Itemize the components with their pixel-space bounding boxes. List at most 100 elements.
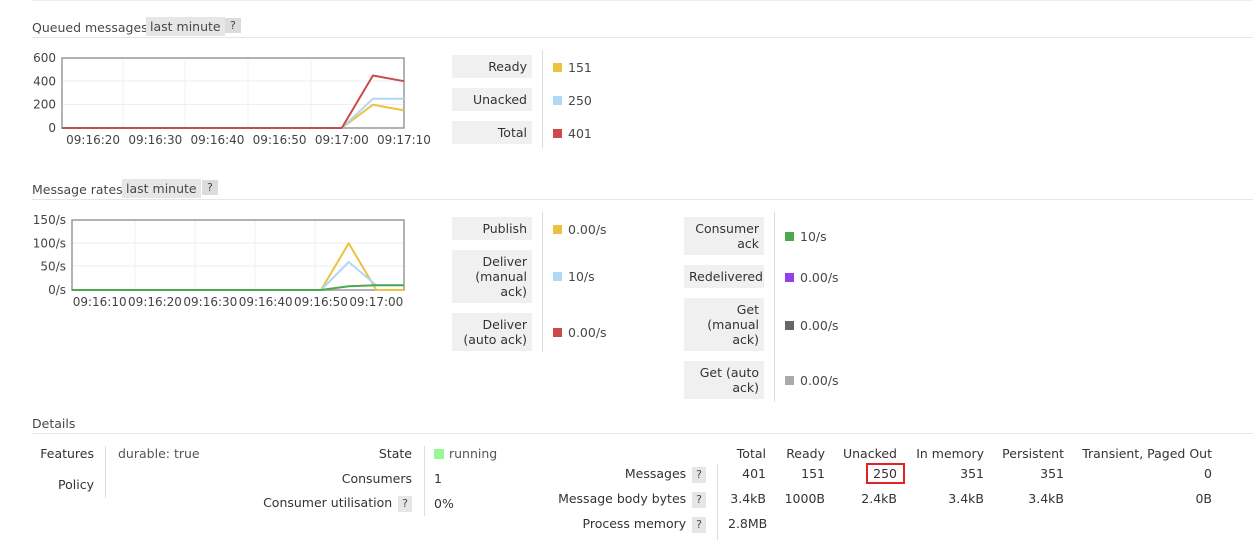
row-process-memory-label: Process memory? bbox=[520, 516, 706, 533]
legend-redelivered-label: Redelivered bbox=[684, 265, 764, 288]
publish-swatch bbox=[553, 225, 562, 234]
bytes-in-memory: 3.4kB bbox=[948, 491, 984, 506]
rates-ytick: 0/s bbox=[48, 283, 66, 297]
state-value: running bbox=[434, 446, 497, 461]
messages-ready: 151 bbox=[801, 466, 825, 481]
consumer-utilisation-value: 0% bbox=[434, 496, 454, 511]
row-body-bytes-label: Message body bytes? bbox=[520, 491, 706, 508]
features-value: durable: true bbox=[118, 446, 200, 461]
consumers-value: 1 bbox=[434, 471, 442, 486]
legend-unacked-value: 250 bbox=[553, 93, 592, 108]
rates-plot-frame bbox=[71, 219, 405, 291]
queued-series-total bbox=[62, 74, 405, 129]
messages-persistent: 351 bbox=[1040, 466, 1064, 481]
rates-xtick: 09:17:00 bbox=[349, 295, 403, 309]
legend-unacked-label: Unacked bbox=[452, 88, 532, 111]
legend-deliver-auto-label: Deliver (auto ack) bbox=[452, 313, 532, 351]
consumer-ack-swatch bbox=[785, 232, 794, 241]
legend-ready-label: Ready bbox=[452, 55, 532, 78]
rates-legend-divider-left bbox=[542, 212, 543, 352]
messages-total: 401 bbox=[742, 466, 766, 481]
bytes-unacked: 2.4kB bbox=[861, 491, 897, 506]
ready-swatch bbox=[553, 63, 562, 72]
state-divider bbox=[424, 446, 425, 516]
details-section-title: Details bbox=[32, 416, 76, 431]
rates-series-consumer-ack bbox=[72, 284, 404, 291]
bytes-persistent: 3.4kB bbox=[1028, 491, 1064, 506]
deliver-manual-swatch bbox=[553, 272, 562, 281]
queued-chart: 600 400 200 0 09:16:20 09:16:30 09:16:40 09:16… bbox=[33, 51, 431, 147]
col-persistent: Persistent bbox=[1002, 446, 1064, 461]
col-transient-paged-out: Transient, Paged Out bbox=[1082, 446, 1212, 461]
rates-range-selector[interactable]: last minute bbox=[122, 179, 201, 198]
bytes-total: 3.4kB bbox=[730, 491, 766, 506]
queued-xtick: 09:17:00 bbox=[315, 133, 369, 147]
legend-publish-label: Publish bbox=[452, 217, 532, 240]
queued-section-title: Queued messages bbox=[32, 20, 148, 35]
state-label: State bbox=[378, 446, 412, 461]
legend-ready-value: 151 bbox=[553, 60, 592, 75]
queued-legend-divider bbox=[542, 50, 543, 148]
legend-deliver-manual-value: 10/s bbox=[553, 269, 595, 284]
col-unacked: Unacked bbox=[842, 446, 897, 461]
legend-total-label: Total bbox=[452, 121, 532, 144]
legend-total-value: 401 bbox=[553, 126, 592, 141]
legend-redelivered-value: 0.00/s bbox=[785, 270, 839, 285]
top-divider bbox=[32, 0, 1253, 1]
legend-deliver-auto-value: 0.00/s bbox=[553, 325, 607, 340]
bytes-ready: 1000B bbox=[784, 491, 825, 506]
queued-divider bbox=[32, 37, 1253, 38]
utilisation-help-button[interactable]: ? bbox=[398, 496, 412, 512]
rates-help-button[interactable]: ? bbox=[202, 180, 218, 195]
queued-xtick: 09:16:30 bbox=[128, 133, 182, 147]
legend-publish-value: 0.00/s bbox=[553, 222, 607, 237]
table-divider bbox=[717, 464, 718, 540]
queued-ytick: 0 bbox=[48, 121, 56, 135]
unacked-swatch bbox=[553, 96, 562, 105]
legend-get-manual-value: 0.00/s bbox=[785, 318, 839, 333]
details-divider bbox=[32, 433, 1253, 434]
get-auto-swatch bbox=[785, 376, 794, 385]
bytes-transient: 0B bbox=[1195, 491, 1212, 506]
legend-get-manual-label: Get (manual ack) bbox=[684, 298, 764, 351]
col-in-memory: In memory bbox=[916, 446, 984, 461]
queued-grid bbox=[62, 58, 403, 128]
queued-xtick: 09:17:10 bbox=[377, 133, 431, 147]
rates-grid bbox=[72, 220, 403, 290]
process-memory-help-button[interactable]: ? bbox=[692, 517, 706, 533]
queued-series-unacked bbox=[62, 97, 404, 129]
col-total: Total bbox=[736, 446, 766, 461]
rates-xtick: 09:16:40 bbox=[239, 295, 293, 309]
rates-xtick: 09:16:10 bbox=[73, 295, 127, 309]
messages-in-memory: 351 bbox=[960, 466, 984, 481]
rates-divider bbox=[32, 199, 1253, 200]
get-manual-swatch bbox=[785, 321, 794, 330]
queued-xtick: 09:16:50 bbox=[253, 133, 307, 147]
rates-ytick: 150/s bbox=[33, 213, 66, 227]
rates-ytick: 50/s bbox=[40, 260, 66, 274]
legend-consumer-ack-value: 10/s bbox=[785, 229, 827, 244]
queued-xtick: 09:16:20 bbox=[66, 133, 120, 147]
redelivered-swatch bbox=[785, 273, 794, 282]
queued-ytick: 200 bbox=[33, 98, 56, 112]
row-messages-label: Messages? bbox=[520, 466, 706, 483]
deliver-auto-swatch bbox=[553, 328, 562, 337]
process-memory-value: 2.8MB bbox=[728, 516, 768, 531]
queued-range-selector[interactable]: last minute bbox=[146, 17, 225, 36]
consumers-label: Consumers bbox=[341, 471, 412, 486]
messages-help-button[interactable]: ? bbox=[692, 467, 706, 483]
consumer-utilisation-label: Consumer utilisation? bbox=[230, 495, 412, 512]
rates-legend-divider-right bbox=[774, 212, 775, 402]
queued-help-button[interactable]: ? bbox=[225, 18, 241, 33]
rates-xtick: 09:16:50 bbox=[294, 295, 348, 309]
legend-consumer-ack-label: Consumer ack bbox=[684, 217, 764, 255]
total-swatch bbox=[553, 129, 562, 138]
queued-ytick: 600 bbox=[33, 51, 56, 65]
features-label: Features bbox=[40, 446, 94, 461]
queued-xtick: 09:16:40 bbox=[191, 133, 245, 147]
body-bytes-help-button[interactable]: ? bbox=[692, 492, 706, 508]
legend-get-auto-label: Get (auto ack) bbox=[684, 361, 764, 399]
col-ready: Ready bbox=[786, 446, 825, 461]
features-divider bbox=[105, 446, 106, 498]
